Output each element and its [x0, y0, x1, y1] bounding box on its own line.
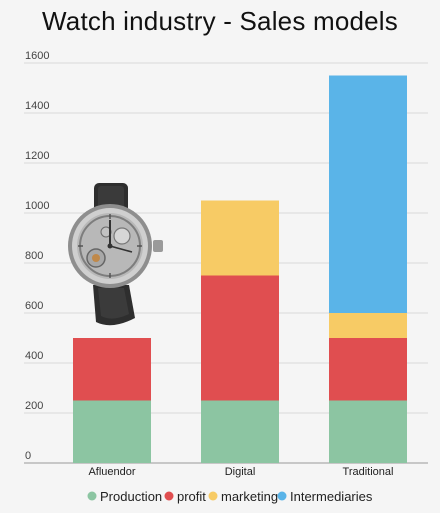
legend-label: profit [177, 489, 206, 504]
bar-segment-production [329, 400, 407, 463]
legend-label: Production [100, 489, 162, 504]
x-category-label: Digital [225, 466, 256, 478]
legend-label: marketing [221, 489, 278, 504]
y-tick-label: 1000 [25, 200, 49, 212]
legend-swatch [277, 491, 287, 501]
legend-label: Intermediaries [290, 489, 373, 504]
bar-segment-intermediaries [329, 75, 407, 313]
bar-segment-marketing [201, 200, 279, 276]
x-category-label: Traditional [343, 466, 394, 478]
x-category-label: Afluendor [88, 466, 135, 478]
legend: Production profit marketing Intermediaries [87, 489, 373, 504]
y-tick-label: 400 [25, 350, 43, 362]
bar-segment-profit [201, 275, 279, 401]
wristwatch-image [68, 183, 163, 326]
y-tick-label: 1200 [25, 150, 49, 162]
bar-segment-profit [73, 338, 151, 401]
bar-segment-profit [329, 338, 407, 401]
y-tick-label: 200 [25, 400, 43, 412]
legend-swatch [87, 491, 97, 501]
legend-swatch [164, 491, 174, 501]
y-tick-label: 600 [25, 300, 43, 312]
bars [73, 75, 407, 463]
x-axis-categories: Afluendor Digital Traditional [88, 466, 393, 478]
y-tick-label: 1600 [25, 50, 49, 62]
legend-swatch [208, 491, 218, 501]
y-axis-ticks: 0 200 400 600 800 1000 1200 1400 1600 [25, 50, 49, 462]
y-tick-label: 1400 [25, 100, 49, 112]
bar-segment-production [73, 400, 151, 463]
y-tick-label: 800 [25, 250, 43, 262]
y-tick-label: 0 [25, 450, 31, 462]
chart-title: Watch industry - Sales models [42, 6, 398, 36]
bar-segment-production [201, 400, 279, 463]
bar-segment-marketing [329, 313, 407, 338]
